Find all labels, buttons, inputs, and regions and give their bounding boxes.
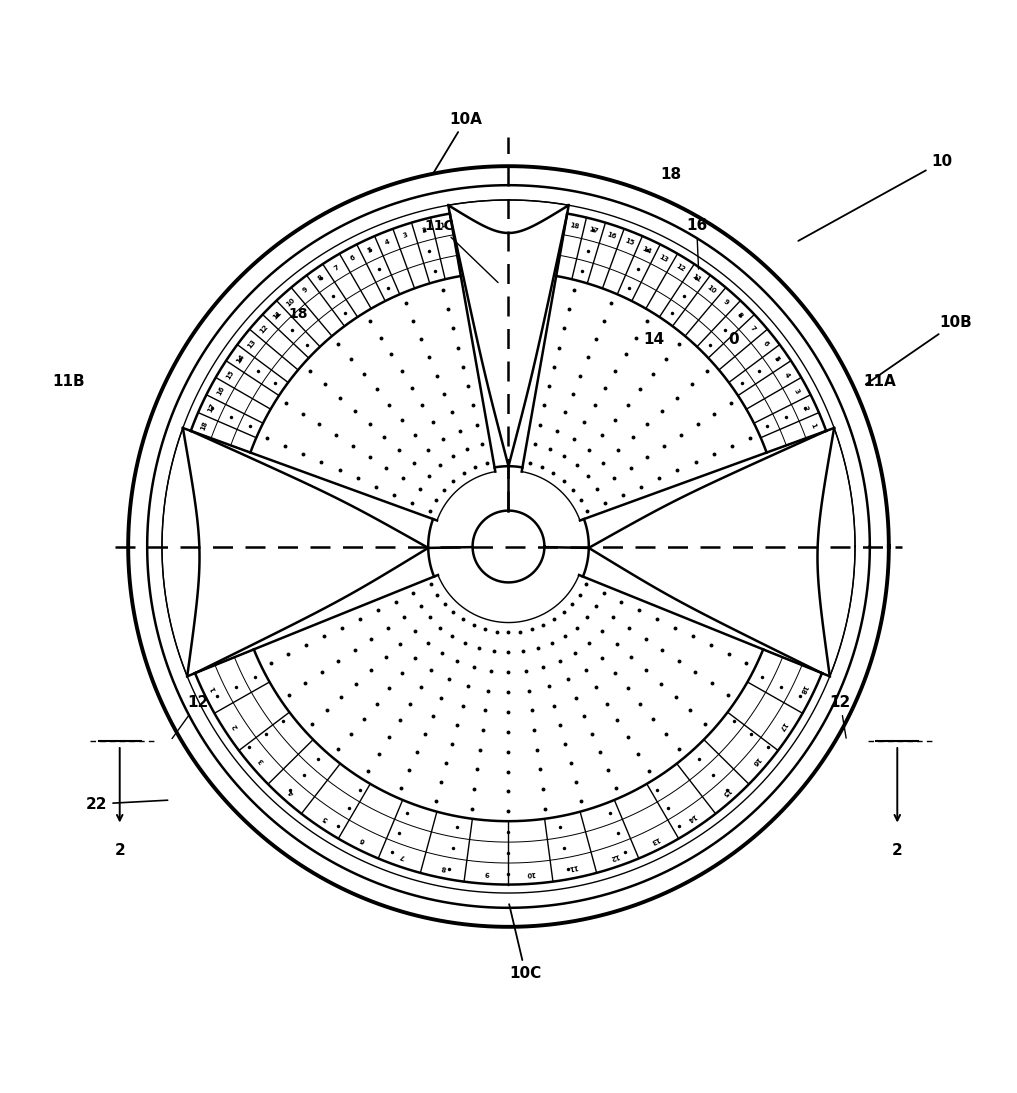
Text: 9: 9 xyxy=(722,298,730,306)
Text: 1: 1 xyxy=(439,223,445,230)
Text: 10: 10 xyxy=(706,284,717,295)
Text: 18: 18 xyxy=(199,420,208,432)
Text: 11B: 11B xyxy=(52,374,84,389)
Text: 7: 7 xyxy=(400,853,406,860)
Text: 11C: 11C xyxy=(424,219,498,283)
Text: 3: 3 xyxy=(793,388,800,395)
Text: 11: 11 xyxy=(567,863,579,871)
Text: 14: 14 xyxy=(644,331,665,346)
Text: 11: 11 xyxy=(272,309,283,320)
Text: 2: 2 xyxy=(231,722,239,730)
Text: 9: 9 xyxy=(484,870,489,877)
Text: 12: 12 xyxy=(830,695,851,738)
Text: 4: 4 xyxy=(783,371,791,378)
Text: 10C: 10C xyxy=(510,904,541,980)
Text: 14: 14 xyxy=(235,353,246,365)
Text: 2: 2 xyxy=(114,843,125,858)
Text: 18: 18 xyxy=(798,683,809,694)
Text: 2: 2 xyxy=(421,227,427,234)
Text: 12: 12 xyxy=(609,851,620,860)
Text: 16: 16 xyxy=(606,232,617,240)
Text: 0: 0 xyxy=(728,331,739,346)
Text: 14: 14 xyxy=(641,245,653,255)
Text: 16: 16 xyxy=(216,386,226,397)
Text: 8: 8 xyxy=(441,863,447,871)
Text: 1: 1 xyxy=(809,422,817,430)
Text: 17: 17 xyxy=(207,402,217,414)
Text: 5: 5 xyxy=(367,246,373,254)
Text: 3: 3 xyxy=(403,232,409,239)
Text: 18: 18 xyxy=(289,307,308,321)
Text: 14: 14 xyxy=(685,812,698,823)
Text: 18: 18 xyxy=(661,167,681,181)
Text: 4: 4 xyxy=(288,788,295,796)
Text: 5: 5 xyxy=(321,814,330,822)
Text: 8: 8 xyxy=(736,312,743,319)
Text: 6: 6 xyxy=(762,340,769,348)
Text: 1: 1 xyxy=(211,685,218,692)
Text: 16: 16 xyxy=(686,218,707,269)
Text: 9: 9 xyxy=(302,286,309,294)
Text: 12: 12 xyxy=(258,324,270,334)
Text: 16: 16 xyxy=(751,755,762,766)
Text: 17: 17 xyxy=(777,720,787,732)
Text: 12: 12 xyxy=(674,262,686,273)
Text: 5: 5 xyxy=(773,355,780,363)
Text: 13: 13 xyxy=(649,835,660,845)
Text: 18: 18 xyxy=(570,222,580,230)
Text: 3: 3 xyxy=(257,757,265,765)
Text: 15: 15 xyxy=(623,238,635,247)
Text: 15: 15 xyxy=(720,786,731,797)
Text: 7: 7 xyxy=(750,325,757,332)
Text: 11A: 11A xyxy=(863,374,896,389)
Text: 2: 2 xyxy=(801,404,809,412)
Text: 22: 22 xyxy=(85,797,168,811)
Text: 6: 6 xyxy=(359,836,366,844)
Text: 7: 7 xyxy=(333,265,341,272)
Text: 10B: 10B xyxy=(865,315,972,385)
Text: 17: 17 xyxy=(588,226,599,235)
Text: 8: 8 xyxy=(317,274,324,282)
Text: 13: 13 xyxy=(658,254,669,263)
Text: 12: 12 xyxy=(172,695,208,739)
Text: 15: 15 xyxy=(225,369,235,380)
Text: 11: 11 xyxy=(691,273,702,284)
Text: 6: 6 xyxy=(350,255,357,262)
Text: 2: 2 xyxy=(892,843,903,858)
Text: 4: 4 xyxy=(384,238,392,246)
Text: 10: 10 xyxy=(798,154,952,240)
Text: 10: 10 xyxy=(286,296,297,307)
Text: 13: 13 xyxy=(246,338,257,349)
Text: 10A: 10A xyxy=(434,111,482,173)
Text: 10: 10 xyxy=(525,870,535,877)
